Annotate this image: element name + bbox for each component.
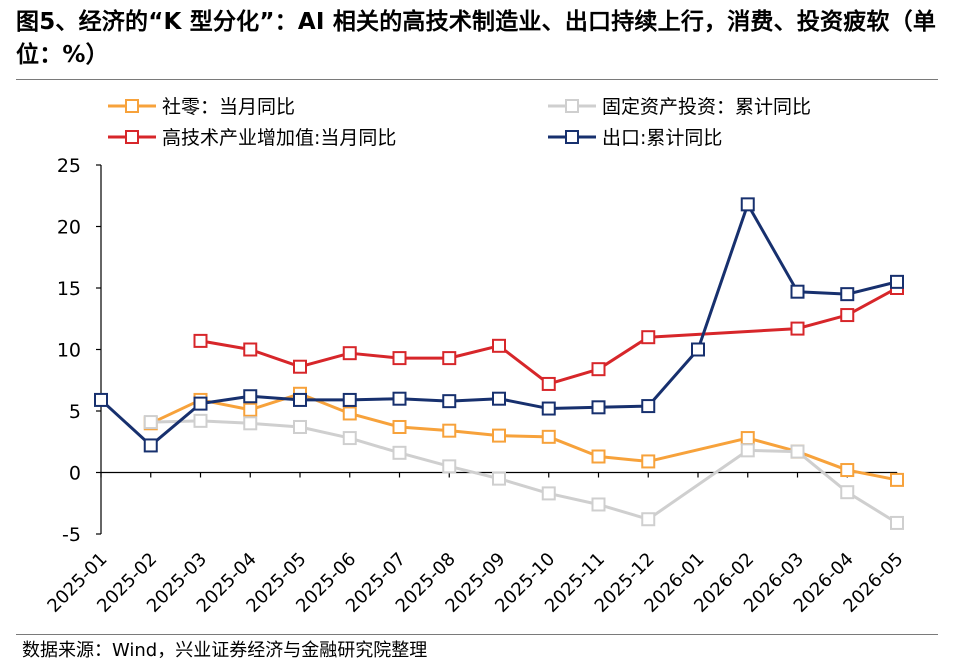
data-point (591, 497, 606, 512)
series-layer (94, 197, 904, 530)
data-point (94, 392, 108, 407)
legend-marker (565, 130, 579, 144)
data-point (492, 471, 506, 486)
data-point (193, 333, 208, 348)
axis-layer: -505101520252025-012025-022025-032025-04… (43, 155, 907, 617)
data-point (641, 512, 656, 527)
data-point (492, 428, 506, 443)
legend-marker (565, 99, 579, 113)
legend-label: 社零：当月同比 (162, 96, 295, 118)
data-point (591, 362, 606, 377)
data-point (243, 402, 258, 417)
data-point (392, 351, 407, 366)
data-point (890, 515, 904, 530)
data-point (293, 419, 307, 434)
data-point (740, 197, 755, 212)
data-point (392, 445, 407, 460)
data-point (442, 394, 457, 409)
data-point (740, 443, 755, 458)
data-point (790, 284, 805, 299)
data-point (740, 431, 755, 446)
data-point (392, 391, 407, 406)
data-point (591, 449, 606, 464)
data-point (840, 463, 855, 478)
data-point (442, 459, 457, 474)
data-point (840, 485, 855, 500)
legend-marker (125, 99, 139, 113)
series (143, 386, 904, 487)
series (94, 197, 904, 453)
y-tick-label: 25 (57, 155, 81, 177)
data-point (492, 338, 506, 353)
data-point (293, 392, 307, 407)
data-point (293, 359, 307, 374)
data-point (243, 342, 258, 357)
legend-label: 出口:累计同比 (602, 127, 722, 149)
y-tick-label: 15 (57, 278, 81, 300)
series (193, 281, 904, 391)
legend-label: 固定资产投资：累计同比 (602, 96, 811, 118)
data-point (492, 391, 506, 406)
data-point (541, 401, 556, 416)
data-point (342, 431, 357, 446)
data-point (890, 274, 904, 289)
data-point (442, 351, 457, 366)
data-point (243, 416, 258, 431)
chart-title: 图5、经济的“K 型分化”：AI 相关的高技术制造业、出口持续上行，消费、投资疲… (16, 9, 937, 68)
legend-marker (125, 130, 139, 144)
data-point (143, 415, 158, 430)
data-point (342, 406, 357, 421)
data-point (890, 472, 904, 487)
data-point (342, 392, 357, 407)
data-point (641, 399, 656, 414)
data-point (591, 400, 606, 415)
legend-item: 社零：当月同比 (108, 96, 295, 118)
data-point (243, 389, 258, 404)
data-point (442, 423, 457, 438)
legend-item: 固定资产投资：累计同比 (548, 96, 811, 118)
data-point (342, 346, 357, 361)
y-tick-label: -5 (62, 524, 81, 546)
title-divider (16, 79, 938, 80)
series-line (150, 392, 898, 482)
series (143, 413, 904, 530)
data-point (143, 438, 158, 453)
legend-item: 高技术产业增加值:当月同比 (108, 127, 396, 149)
source-divider (16, 634, 938, 635)
data-point (392, 419, 407, 434)
data-point (790, 444, 805, 459)
data-point (790, 321, 805, 336)
legend-label: 高技术产业增加值:当月同比 (162, 127, 396, 149)
data-point (840, 308, 855, 323)
data-point (641, 454, 656, 469)
y-tick-label: 0 (69, 463, 81, 485)
data-point (691, 342, 705, 357)
data-point (641, 330, 656, 345)
data-point (193, 413, 208, 428)
data-point (541, 429, 556, 444)
data-point (193, 396, 208, 411)
data-point (541, 376, 556, 391)
series-line (99, 202, 898, 447)
y-tick-label: 5 (69, 401, 81, 423)
legend-item: 出口:累计同比 (548, 127, 722, 149)
y-tick-label: 20 (57, 217, 81, 239)
data-point (840, 287, 855, 302)
y-tick-label: 10 (57, 340, 81, 362)
source-note: 数据来源：Wind，兴业证券经济与金融研究院整理 (22, 640, 428, 661)
data-point (541, 486, 556, 501)
